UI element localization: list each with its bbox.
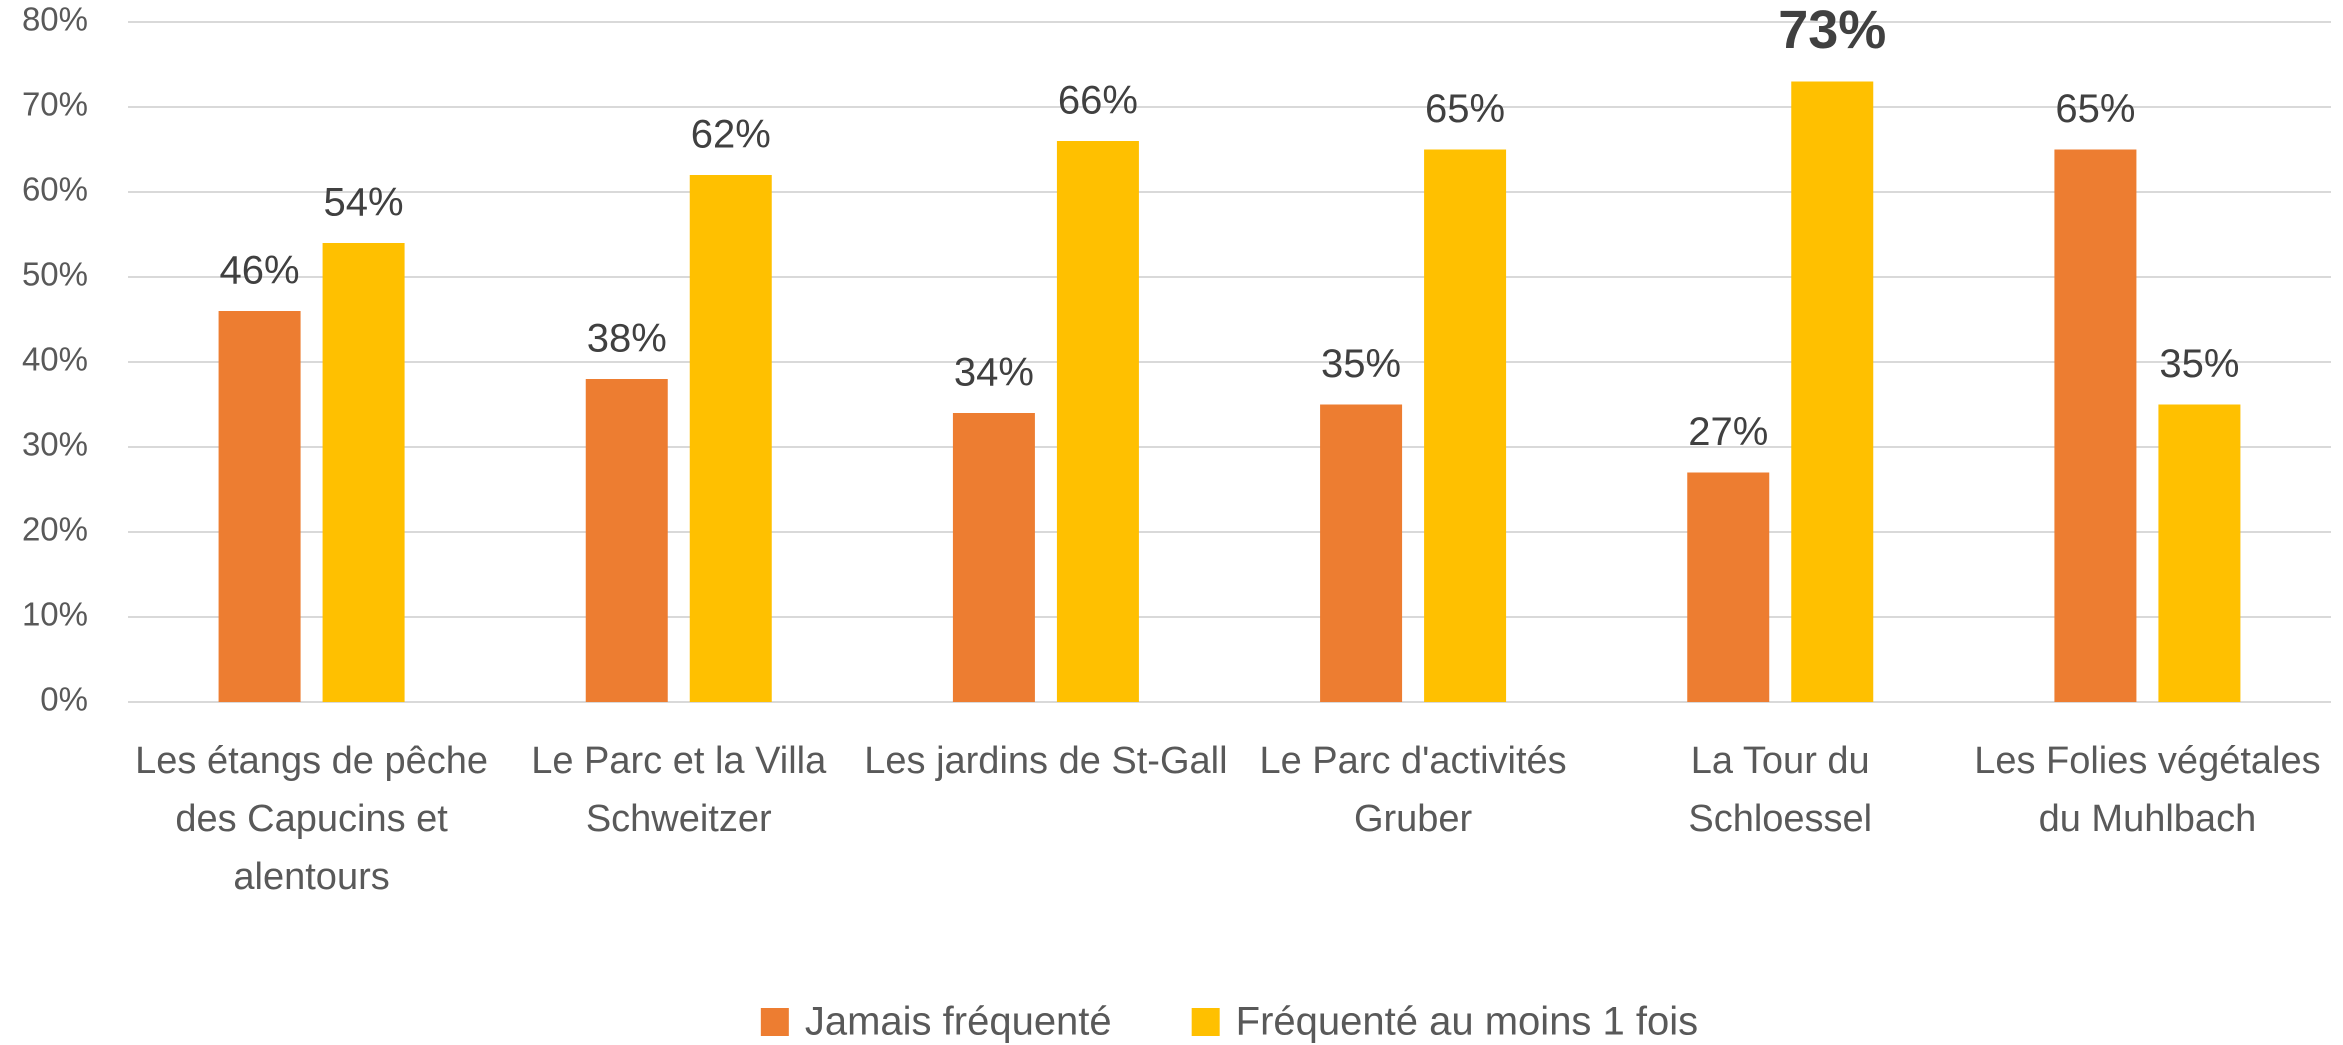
data-label: 54% <box>324 181 404 225</box>
data-label: 35% <box>1321 342 1401 386</box>
y-tick-label: 0% <box>40 681 88 718</box>
y-tick-label: 10% <box>22 596 88 633</box>
y-tick-label: 70% <box>22 86 88 123</box>
x-tick-label: Le Parc d'activités Gruber <box>1259 740 1567 840</box>
x-tick-label: Les étangs de pêche des Capucins et alen… <box>135 740 488 898</box>
bar <box>1056 141 1139 702</box>
data-label: 46% <box>220 249 300 293</box>
data-label: 65% <box>2055 87 2135 131</box>
y-tick-label: 50% <box>22 256 88 293</box>
bar <box>689 175 772 702</box>
data-label: 38% <box>587 317 667 361</box>
legend-label: Jamais fréquenté <box>805 1000 1112 1044</box>
y-tick-label: 60% <box>22 171 88 208</box>
bar <box>2158 404 2241 702</box>
x-tick-label: La Tour du Schloessel <box>1688 740 1873 840</box>
bar <box>1791 81 1874 702</box>
x-tick-label: Les jardins de St-Gall <box>864 740 1228 782</box>
bar <box>1424 149 1507 702</box>
data-label: 35% <box>2159 342 2239 386</box>
data-label: 27% <box>1688 410 1768 454</box>
bar <box>322 243 405 702</box>
x-tick-label: Les Folies végétales du Muhlbach <box>1974 740 2321 840</box>
y-tick-label: 40% <box>22 341 88 378</box>
bar <box>1687 472 1770 702</box>
x-tick-label: Le Parc et la Villa Schweitzer <box>531 740 827 840</box>
data-label: 34% <box>954 351 1034 395</box>
legend-label: Fréquenté au moins 1 fois <box>1236 1000 1698 1044</box>
bar <box>952 413 1035 702</box>
data-label: 73% <box>1778 0 1886 60</box>
y-tick-label: 30% <box>22 426 88 463</box>
legend-swatch <box>760 1008 789 1036</box>
bar <box>218 311 301 702</box>
legend-swatch <box>1191 1008 1220 1036</box>
bar <box>2054 149 2137 702</box>
data-label: 65% <box>1425 87 1505 131</box>
bar <box>585 379 668 702</box>
data-label: 66% <box>1058 79 1138 123</box>
y-tick-label: 20% <box>22 511 88 548</box>
data-label: 62% <box>691 113 771 157</box>
bar <box>1320 404 1403 702</box>
y-tick-label: 80% <box>22 1 88 38</box>
